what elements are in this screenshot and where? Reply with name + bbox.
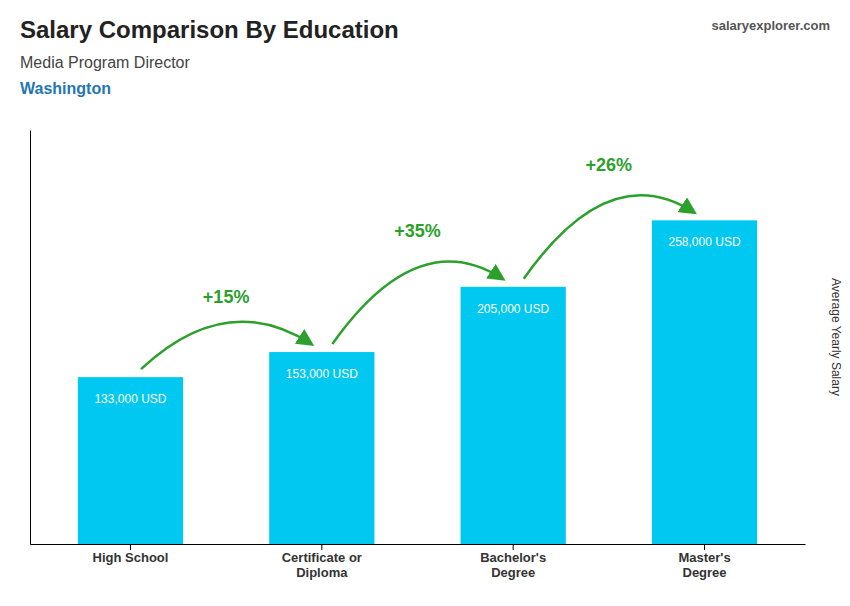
x-tick-label: Master'sDegree <box>678 550 730 580</box>
x-tick: Certificate orDiploma <box>282 544 362 580</box>
arrow <box>141 322 311 369</box>
x-tick-label: Certificate orDiploma <box>282 550 362 580</box>
x-tick-label: High School <box>93 550 169 565</box>
bar <box>269 352 374 544</box>
x-tick: Master'sDegree <box>678 544 730 580</box>
x-tick-mark <box>704 544 705 550</box>
subtitle: Media Program Director <box>20 54 191 71</box>
data-label: 133,000 USD <box>94 392 166 406</box>
arrow <box>524 195 694 279</box>
annotation: +26% <box>586 155 633 175</box>
x-tick: Bachelor'sDegree <box>480 544 546 580</box>
chart: Salary Comparison By Education Media Prog… <box>0 0 850 606</box>
x-tick-label: Bachelor'sDegree <box>480 550 546 580</box>
arrow <box>332 262 502 344</box>
title: Salary Comparison By Education <box>20 16 399 43</box>
annotation: +35% <box>394 221 441 241</box>
bar <box>78 377 183 544</box>
y-axis <box>30 131 31 545</box>
x-tick-mark <box>130 544 131 550</box>
y-axis-line <box>30 131 31 545</box>
data-label: 205,000 USD <box>477 302 549 316</box>
bar <box>652 220 757 544</box>
plot: High School Certificate orDiploma Bachelor… <box>31 131 806 581</box>
bars <box>78 220 757 544</box>
data-label: 258,000 USD <box>669 235 741 249</box>
x-axis: High School Certificate orDiploma Bachelor… <box>31 544 806 580</box>
data-labels: 133,000 USD 153,000 USD 205,000 USD 258,000… <box>94 235 740 406</box>
bar <box>461 287 566 544</box>
location: Washington <box>20 80 111 97</box>
x-tick: High School <box>93 544 169 565</box>
x-tick-mark <box>513 544 514 550</box>
x-tick-mark <box>321 544 322 550</box>
annotations: +15% +35% +26% <box>141 155 694 369</box>
annotation: +15% <box>203 287 250 307</box>
y-axis-label: Average Yearly Salary <box>829 278 843 396</box>
x-axis-line <box>31 544 806 545</box>
data-label: 153,000 USD <box>286 367 358 381</box>
source: salaryexplorer.com <box>711 18 830 33</box>
